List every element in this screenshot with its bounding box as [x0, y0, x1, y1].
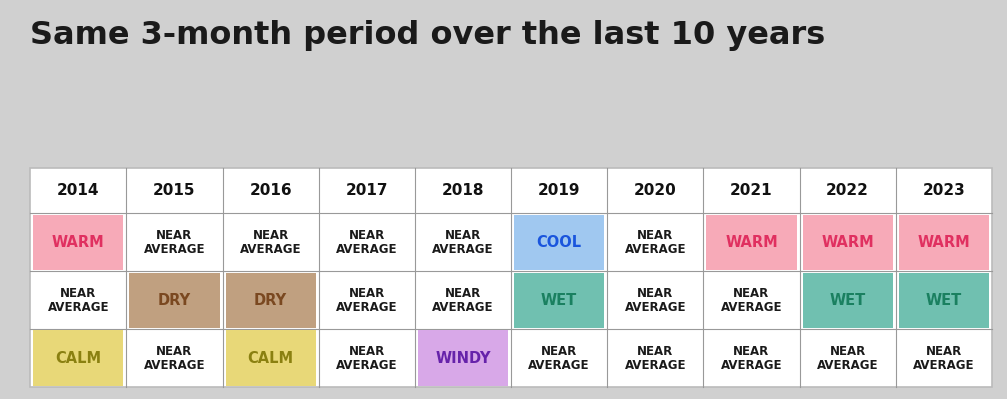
Text: CALM: CALM: [55, 351, 102, 365]
Bar: [803, 215, 892, 270]
Bar: [515, 273, 604, 328]
Text: CALM: CALM: [248, 351, 294, 365]
Text: NEAR
AVERAGE: NEAR AVERAGE: [624, 345, 686, 371]
Text: 2023: 2023: [922, 183, 965, 198]
Text: DRY: DRY: [158, 293, 191, 308]
Text: COOL: COOL: [537, 235, 582, 250]
Text: 2022: 2022: [826, 183, 869, 198]
Text: 2015: 2015: [153, 183, 195, 198]
Text: NEAR
AVERAGE: NEAR AVERAGE: [144, 345, 205, 371]
Bar: [803, 273, 892, 328]
Text: NEAR
AVERAGE: NEAR AVERAGE: [432, 229, 493, 256]
Bar: [226, 273, 316, 328]
Bar: [226, 330, 316, 386]
Text: 2017: 2017: [345, 183, 388, 198]
Text: NEAR
AVERAGE: NEAR AVERAGE: [47, 287, 109, 314]
Text: WARM: WARM: [725, 235, 777, 250]
Text: DRY: DRY: [254, 293, 287, 308]
Text: NEAR
AVERAGE: NEAR AVERAGE: [432, 287, 493, 314]
Text: Same 3-month period over the last 10 years: Same 3-month period over the last 10 yea…: [30, 20, 826, 51]
Text: WARM: WARM: [917, 235, 970, 250]
Text: 2021: 2021: [730, 183, 772, 198]
Bar: [129, 273, 220, 328]
Text: NEAR
AVERAGE: NEAR AVERAGE: [240, 229, 301, 256]
Text: NEAR
AVERAGE: NEAR AVERAGE: [336, 287, 398, 314]
Text: NEAR
AVERAGE: NEAR AVERAGE: [529, 345, 590, 371]
Bar: [33, 330, 123, 386]
Text: NEAR
AVERAGE: NEAR AVERAGE: [624, 287, 686, 314]
Text: NEAR
AVERAGE: NEAR AVERAGE: [144, 229, 205, 256]
Text: WET: WET: [541, 293, 577, 308]
Bar: [515, 215, 604, 270]
Bar: [418, 330, 509, 386]
Text: WET: WET: [925, 293, 962, 308]
Text: 2016: 2016: [250, 183, 292, 198]
Bar: [899, 215, 989, 270]
Text: NEAR
AVERAGE: NEAR AVERAGE: [817, 345, 878, 371]
Text: NEAR
AVERAGE: NEAR AVERAGE: [336, 229, 398, 256]
Bar: [33, 215, 123, 270]
Text: WINDY: WINDY: [435, 351, 490, 365]
Text: WARM: WARM: [822, 235, 874, 250]
Text: NEAR
AVERAGE: NEAR AVERAGE: [913, 345, 975, 371]
Text: NEAR
AVERAGE: NEAR AVERAGE: [624, 229, 686, 256]
Text: WARM: WARM: [52, 235, 105, 250]
Text: 2019: 2019: [538, 183, 580, 198]
Bar: [706, 215, 797, 270]
Text: 2018: 2018: [442, 183, 484, 198]
Text: NEAR
AVERAGE: NEAR AVERAGE: [721, 287, 782, 314]
Text: 2014: 2014: [57, 183, 100, 198]
Text: WET: WET: [830, 293, 866, 308]
FancyBboxPatch shape: [30, 168, 992, 387]
Text: 2020: 2020: [634, 183, 677, 198]
Bar: [899, 273, 989, 328]
Text: NEAR
AVERAGE: NEAR AVERAGE: [336, 345, 398, 371]
Text: NEAR
AVERAGE: NEAR AVERAGE: [721, 345, 782, 371]
